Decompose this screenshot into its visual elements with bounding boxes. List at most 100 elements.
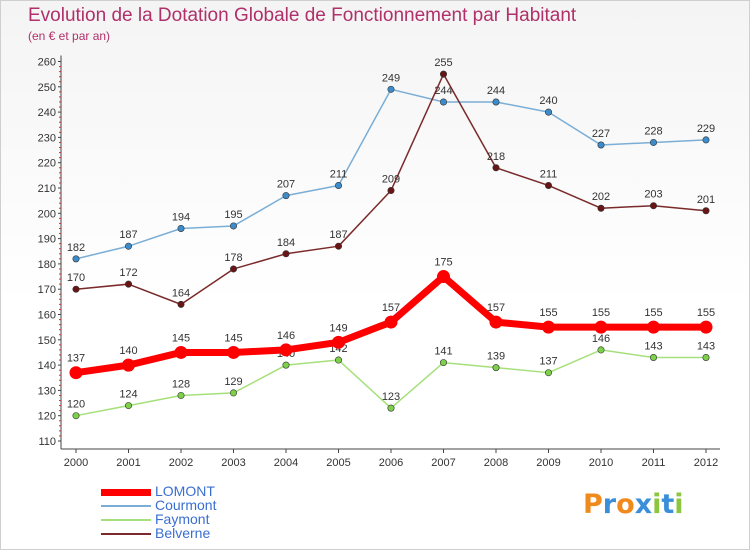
data-label-courmont: 229 [697,123,715,135]
data-label-faymont: 123 [382,391,400,403]
y-tick-label: 110 [38,436,56,448]
data-point-faymont [649,354,657,362]
data-point-lomont [542,320,555,334]
data-point-courmont [702,136,710,144]
data-point-faymont [702,354,710,362]
data-point-courmont [177,224,185,232]
data-point-belverne [387,187,395,195]
data-label-faymont: 120 [67,399,85,411]
data-label-lomont: 157 [382,302,400,314]
x-tick-label: 2011 [642,457,666,469]
data-point-faymont [439,359,447,367]
data-label-courmont: 187 [119,229,137,241]
x-tick-label: 2003 [221,457,245,469]
data-label-belverne: 178 [224,252,242,264]
data-label-belverne: 218 [487,151,505,163]
data-label-faymont: 146 [592,333,610,345]
data-point-lomont [279,343,293,357]
data-label-belverne: 202 [592,191,610,203]
data-point-belverne [439,70,447,78]
x-tick-label: 2009 [536,457,560,469]
y-tick-label: 170 [38,284,56,296]
data-point-faymont [177,391,185,399]
data-label-lomont: 157 [487,302,505,314]
data-point-belverne [597,204,605,212]
y-tick-label: 260 [38,57,56,69]
data-label-faymont: 141 [434,346,452,358]
data-label-belverne: 209 [382,174,400,186]
logo-letter: r [602,489,617,520]
logo-letter: t [661,489,675,520]
y-tick-label: 190 [38,234,56,246]
data-label-courmont: 207 [277,179,295,191]
data-point-courmont [597,141,605,149]
legend-swatch-lomont [101,488,151,496]
data-label-lomont: 146 [277,330,295,342]
data-point-courmont [439,98,447,106]
y-tick-label: 220 [38,158,56,170]
data-label-faymont: 143 [644,341,662,353]
logo-letter: x [634,489,653,520]
x-tick-label: 2010 [589,457,613,469]
data-point-courmont [72,255,80,263]
data-point-courmont [230,222,238,230]
y-tick-label: 200 [38,208,56,220]
data-label-belverne: 203 [644,189,662,201]
data-point-lomont [332,335,345,349]
x-tick-label: 2012 [694,457,718,469]
data-point-belverne [72,285,80,293]
data-label-lomont: 155 [539,307,557,319]
data-point-lomont [489,315,503,329]
data-point-faymont [282,361,290,369]
data-label-courmont: 249 [382,72,400,84]
y-tick-label: 140 [38,360,56,372]
data-point-lomont [594,320,608,334]
y-tick-label: 240 [38,107,56,119]
legend-label-lomont: LOMONT [155,483,215,499]
data-point-faymont [230,389,238,397]
data-label-faymont: 124 [119,389,137,401]
data-label-courmont: 182 [67,242,85,254]
x-tick-label: 2007 [431,457,455,469]
y-tick-label: 250 [38,82,56,94]
x-tick-label: 2002 [169,457,193,469]
data-label-belverne: 255 [434,57,452,69]
data-label-courmont: 228 [644,125,662,137]
data-label-faymont: 143 [697,341,715,353]
data-label-belverne: 201 [697,194,715,206]
data-label-faymont: 139 [487,351,505,363]
data-label-courmont: 244 [487,85,505,97]
data-point-lomont [384,315,398,329]
data-label-faymont: 129 [224,376,242,388]
data-point-lomont [122,358,135,372]
data-label-belverne: 184 [277,237,295,249]
chart-title: Evolution de la Dotation Globale de Fonc… [28,5,577,26]
data-point-courmont [492,98,500,106]
y-tick-label: 180 [38,259,56,271]
x-tick-label: 2005 [326,457,350,469]
data-label-courmont: 195 [224,209,242,221]
data-point-courmont [544,108,552,116]
data-label-lomont: 145 [224,332,242,344]
data-point-faymont [492,364,500,372]
data-point-belverne [334,242,342,250]
x-tick-label: 2006 [379,457,403,469]
data-point-belverne [492,164,500,172]
data-label-lomont: 155 [697,307,715,319]
data-point-belverne [544,181,552,189]
data-point-faymont [387,404,395,412]
data-point-faymont [334,356,342,364]
legend-swatch-courmont [101,505,151,507]
logo-letter: P [583,489,603,520]
logo-letter: o [616,489,635,520]
x-tick-label: 2000 [64,457,88,469]
data-label-courmont: 194 [172,211,190,223]
logo-letter: i [652,489,662,520]
x-tick-label: 2001 [116,457,140,469]
data-point-courmont [282,192,290,200]
data-point-lomont [227,345,240,359]
data-point-lomont [647,320,660,334]
data-label-belverne: 164 [172,287,190,299]
data-point-courmont [649,138,657,146]
